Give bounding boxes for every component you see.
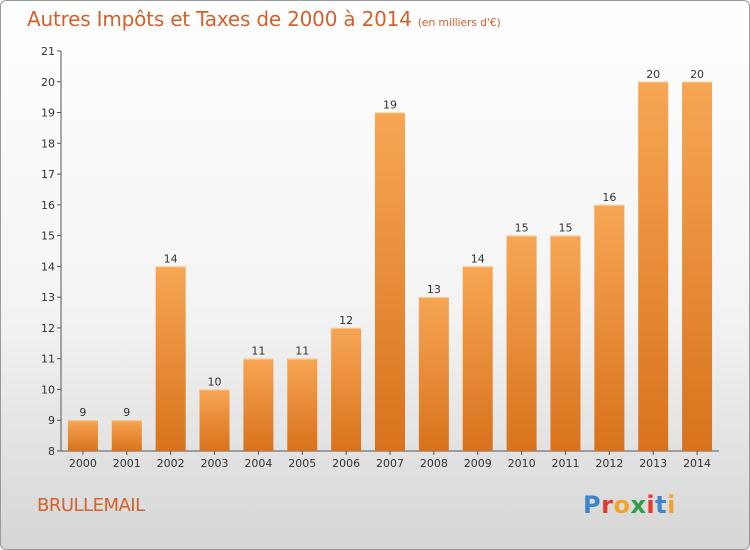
chart-title: Autres Impôts et Taxes de 2000 à 2014 (en… — [27, 7, 501, 31]
bar — [243, 358, 274, 451]
bar — [331, 327, 362, 451]
bar — [506, 235, 537, 451]
bar — [462, 266, 493, 451]
y-tick-label: 16 — [41, 199, 55, 212]
data-label: 11 — [295, 345, 309, 358]
chart-unit: (en milliers d'€) — [417, 16, 501, 29]
y-tick-label: 19 — [41, 107, 55, 120]
x-tick-label: 2013 — [639, 457, 667, 470]
x-tick-label: 2009 — [464, 457, 492, 470]
data-label: 13 — [427, 283, 441, 296]
x-tick-label: 2005 — [288, 457, 316, 470]
data-label: 9 — [79, 406, 86, 419]
logo-letter: i — [646, 491, 656, 519]
y-tick-label: 13 — [41, 291, 55, 304]
y-tick-label: 20 — [41, 76, 55, 89]
chart-title-text: Autres Impôts et Taxes de 2000 à 2014 — [27, 7, 412, 31]
data-label: 19 — [383, 99, 397, 112]
x-tick-label: 2011 — [551, 457, 579, 470]
y-tick-label: 12 — [41, 322, 55, 335]
logo-letter: P — [583, 491, 602, 519]
bar — [594, 204, 625, 451]
bar — [638, 81, 669, 452]
x-tick-label: 2010 — [508, 457, 536, 470]
bar — [418, 297, 449, 451]
bar — [67, 420, 98, 451]
data-label: 15 — [558, 222, 572, 235]
y-tick-label: 10 — [41, 383, 55, 396]
x-tick-label: 2014 — [683, 457, 711, 470]
y-tick-label: 9 — [48, 414, 55, 427]
data-label: 9 — [123, 406, 130, 419]
data-label: 11 — [251, 345, 265, 358]
x-tick-label: 2001 — [113, 457, 141, 470]
data-label: 12 — [339, 314, 353, 327]
x-tick-label: 2000 — [69, 457, 97, 470]
y-tick-label: 18 — [41, 137, 55, 150]
data-label: 10 — [208, 375, 222, 388]
logo-letter: i — [667, 491, 676, 519]
x-tick-label: 2004 — [244, 457, 272, 470]
data-label: 14 — [471, 252, 485, 265]
x-tick-label: 2003 — [201, 457, 229, 470]
place-name: BRULLEMAIL — [37, 495, 145, 516]
x-tick-label: 2012 — [595, 457, 623, 470]
y-tick-label: 11 — [41, 353, 55, 366]
y-tick-label: 15 — [41, 230, 55, 243]
data-label: 20 — [646, 68, 660, 81]
x-tick-label: 2008 — [420, 457, 448, 470]
y-tick-label: 8 — [48, 445, 55, 458]
bar — [550, 235, 581, 451]
data-label: 15 — [515, 222, 529, 235]
logo-letter: r — [601, 491, 614, 519]
x-tick-label: 2006 — [332, 457, 360, 470]
bar — [155, 266, 186, 451]
x-tick-label: 2007 — [376, 457, 404, 470]
y-tick-label: 21 — [41, 45, 55, 58]
bar — [375, 112, 405, 452]
bar — [682, 81, 713, 452]
bar — [111, 420, 142, 451]
bars — [67, 81, 713, 452]
proxiti-logo: Proxiti — [583, 491, 676, 519]
bar — [287, 358, 318, 451]
logo-letter: o — [613, 491, 631, 519]
y-tick-label: 14 — [41, 260, 55, 273]
data-label: 16 — [602, 191, 616, 204]
labels: 9 2000 9 2001 14 2002 10 2003 11 2004 11 2005 12 2006… — [69, 68, 711, 470]
logo-letter: t — [655, 491, 668, 519]
axes: 8 9 10 11 12 13 14 15 16 17 18 19 20 21 — [41, 45, 719, 458]
data-label: 14 — [164, 252, 178, 265]
x-tick-label: 2002 — [157, 457, 185, 470]
bar — [199, 389, 230, 451]
logo-letter: x — [630, 491, 647, 519]
y-tick-label: 17 — [41, 168, 55, 181]
data-label: 20 — [690, 68, 704, 81]
